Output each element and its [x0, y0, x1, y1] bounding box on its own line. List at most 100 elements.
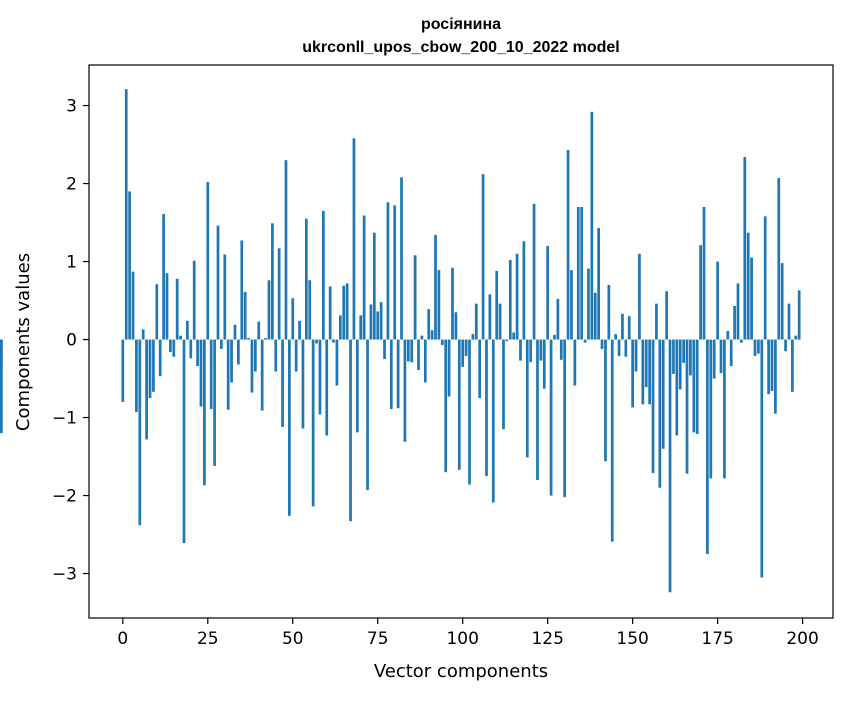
bar-44 [271, 223, 274, 340]
bar-183 [743, 157, 747, 340]
bar-176 [719, 339, 723, 374]
bar-66 [345, 283, 349, 340]
bar-158 [658, 339, 662, 488]
bar-10 [155, 284, 159, 340]
x-tick-label: 100 [446, 629, 478, 649]
bar-199 [797, 290, 801, 340]
y-axis-ticks: −3 −2 −1 0 1 2 3 [52, 97, 89, 585]
bar-126 [549, 339, 553, 496]
bar-90 [427, 309, 431, 340]
bar-54 [304, 218, 308, 340]
bar-121 [532, 203, 536, 340]
bar-195 [784, 339, 787, 352]
bar-65 [342, 285, 346, 340]
bar-116 [515, 253, 519, 340]
bar-156 [651, 339, 655, 473]
x-tick-label: 50 [282, 629, 304, 649]
bar-154 [644, 339, 648, 388]
bar-93 [437, 270, 441, 340]
bar-168 [692, 339, 696, 433]
bar-123 [539, 339, 543, 361]
bar-134 [576, 206, 580, 340]
bar-94 [440, 339, 444, 346]
bar-20 [189, 339, 193, 359]
bar-159 [661, 339, 665, 449]
bar-172 [706, 339, 709, 555]
bar-56 [311, 339, 315, 507]
bar-67 [349, 339, 352, 522]
bar-26 [209, 339, 213, 409]
bar-88 [420, 335, 424, 340]
bar-106 [481, 174, 485, 340]
x-tick-label: 25 [197, 629, 219, 649]
bar-50 [291, 298, 295, 340]
bar-98 [454, 312, 458, 340]
bar-105 [478, 339, 482, 399]
bar-193 [777, 178, 781, 340]
bar-34 [237, 339, 240, 365]
bar-3 [131, 271, 135, 340]
bar-102 [468, 339, 471, 485]
bar-32 [230, 339, 233, 383]
bars-layer [0, 89, 801, 593]
bar-48 [284, 160, 288, 340]
bar-194 [780, 263, 784, 340]
bar-139 [593, 292, 597, 340]
bar-71 [362, 215, 366, 340]
bar-75 [376, 311, 380, 340]
bar-41 [260, 339, 264, 411]
y-tick-label: 0 [66, 331, 77, 351]
bar-190 [767, 339, 770, 395]
bar-23 [199, 339, 203, 407]
x-axis-label: Vector components [374, 661, 548, 682]
bar-73 [369, 304, 373, 340]
bar-53 [301, 339, 305, 429]
bar-69 [355, 339, 359, 433]
bar-174 [712, 339, 716, 379]
bar-114 [508, 259, 512, 340]
bar-129 [559, 339, 563, 360]
bar-125 [546, 245, 550, 340]
bar-151 [634, 339, 638, 372]
bar-82 [400, 177, 403, 340]
bar-128 [556, 298, 560, 340]
bar-186 [753, 339, 757, 356]
bar-9 [152, 339, 155, 392]
bar-124 [542, 339, 546, 389]
bar-81 [396, 339, 400, 409]
bar-101 [464, 339, 468, 356]
bar-171 [702, 206, 706, 340]
bar-47 [281, 339, 284, 427]
bar-148 [624, 339, 628, 357]
bar-132 [570, 270, 573, 340]
bar-138 [590, 111, 594, 340]
bar-192 [774, 339, 777, 414]
bar-122 [536, 339, 539, 480]
bar-74 [372, 232, 376, 340]
bar-64 [338, 315, 342, 340]
bar-142 [604, 339, 607, 462]
bar-91 [430, 330, 434, 340]
bar-153 [641, 339, 645, 405]
bar-137 [587, 268, 590, 340]
bar-143 [607, 284, 611, 340]
bar-38 [250, 339, 254, 393]
bar-135 [580, 206, 584, 340]
bar-118 [522, 241, 526, 340]
bar-51 [294, 339, 298, 372]
bar-170 [699, 245, 702, 340]
bar-103 [471, 334, 475, 340]
bar-108 [488, 294, 492, 340]
bar-49 [288, 339, 291, 516]
bar-150 [631, 339, 634, 408]
bar-11 [158, 339, 162, 377]
bar-152 [638, 253, 641, 340]
bar-36 [243, 291, 247, 340]
bar-62 [332, 339, 335, 343]
bar-173 [709, 339, 713, 479]
bar-165 [682, 339, 685, 363]
bar-161 [668, 339, 672, 593]
bar-163 [675, 339, 679, 436]
x-axis-ticks: 0 25 50 75 100 125 150 175 200 [117, 618, 819, 649]
